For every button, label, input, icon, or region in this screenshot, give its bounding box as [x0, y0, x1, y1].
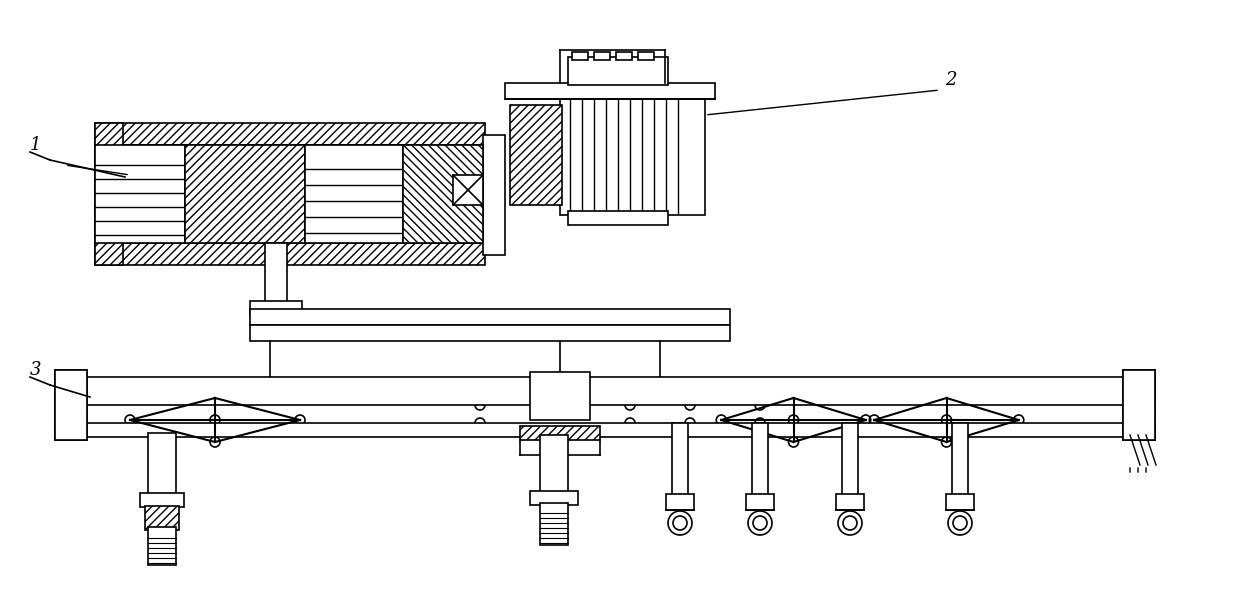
Bar [836, 494, 864, 510]
Bar [140, 493, 184, 507]
Bar [55, 423, 1154, 437]
Bar [1123, 370, 1154, 440]
Bar [95, 123, 123, 265]
Bar [510, 105, 562, 205]
Bar [842, 423, 858, 495]
Bar [453, 175, 484, 205]
Bar [666, 494, 694, 510]
Bar [484, 135, 505, 255]
Bar [265, 243, 286, 305]
Bar [639, 52, 653, 60]
Bar [568, 88, 668, 98]
Bar [594, 52, 610, 60]
Bar [946, 494, 973, 510]
Bar [250, 325, 730, 341]
Bar [746, 494, 774, 510]
Bar [539, 435, 568, 495]
Bar [250, 301, 303, 315]
Bar [952, 423, 968, 495]
Bar [55, 370, 87, 440]
Bar [148, 433, 176, 495]
Text: 1: 1 [30, 136, 41, 154]
Bar [568, 57, 668, 85]
Text: 3: 3 [30, 361, 41, 379]
Bar [568, 211, 668, 225]
Bar [148, 527, 176, 565]
Bar [529, 491, 578, 505]
Bar [95, 145, 185, 243]
Bar [520, 426, 600, 440]
Bar [672, 423, 688, 495]
Bar [505, 83, 715, 99]
Bar [55, 370, 87, 440]
Bar [145, 506, 179, 530]
Bar [1123, 370, 1154, 440]
Bar [751, 423, 768, 495]
Text: 2: 2 [945, 71, 956, 89]
Bar [252, 314, 300, 330]
Bar [572, 52, 588, 60]
Bar [95, 243, 485, 265]
Bar [539, 503, 568, 545]
Bar [95, 145, 485, 243]
Bar [305, 145, 403, 243]
Bar [403, 145, 484, 243]
Bar [185, 145, 305, 243]
Bar [250, 309, 730, 325]
Bar [95, 123, 485, 145]
Bar [560, 97, 706, 215]
Bar [529, 372, 590, 420]
Bar [55, 377, 1154, 405]
Bar [616, 52, 632, 60]
